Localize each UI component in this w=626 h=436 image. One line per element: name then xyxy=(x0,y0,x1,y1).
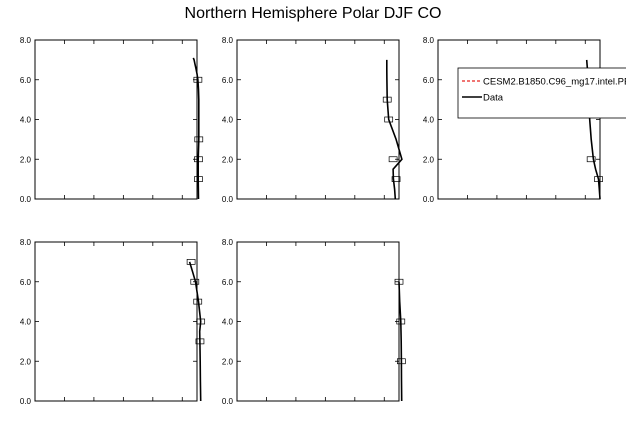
data-range-box xyxy=(384,116,394,123)
y-tick-label: 4.0 xyxy=(423,116,435,125)
y-tick-label: 8.0 xyxy=(222,36,234,45)
y-tick-label: 6.0 xyxy=(20,278,32,287)
y-tick-label: 0.0 xyxy=(423,195,435,204)
y-tick-label: 2.0 xyxy=(222,155,234,164)
y-tick-label: 0.0 xyxy=(20,397,32,406)
y-tick-label: 6.0 xyxy=(222,76,234,85)
y-tick-label: 2.0 xyxy=(20,155,32,164)
data-range-box xyxy=(186,259,196,265)
plot-frame xyxy=(34,39,198,200)
data-range-box xyxy=(394,278,404,285)
data-range-box xyxy=(194,136,204,143)
y-tick-label: 6.0 xyxy=(423,76,435,85)
y-tick-label: 2.0 xyxy=(423,155,435,164)
data-range-box xyxy=(396,318,406,325)
data-range-box xyxy=(382,96,392,103)
y-tick-label: 0.0 xyxy=(222,397,234,406)
data-range-box xyxy=(194,176,203,182)
data-profile-line xyxy=(188,261,202,402)
plot-frame xyxy=(236,241,400,402)
panels: 0.0 2.0 4.0 6.0 8.0 0.0 2.0 4.0 6.0 8.0 0.0 2.0 4.0 6… xyxy=(20,36,603,406)
y-tick-label: 0.0 xyxy=(20,195,32,204)
y-tick-label: 2.0 xyxy=(20,357,32,366)
y-tick-label: 8.0 xyxy=(423,36,435,45)
y-tick-label: 8.0 xyxy=(222,238,234,247)
plot-frame xyxy=(236,39,400,200)
data-range-box xyxy=(194,156,203,163)
data-range-box xyxy=(586,156,596,163)
plot-frame xyxy=(34,241,198,402)
y-tick-label: 4.0 xyxy=(222,116,234,125)
data-profile-line xyxy=(398,281,403,402)
y-tick-label: 8.0 xyxy=(20,238,32,247)
y-tick-label: 6.0 xyxy=(222,278,234,287)
y-tick-label: 4.0 xyxy=(20,116,32,125)
legend-frame xyxy=(457,67,626,119)
y-tick-label: 8.0 xyxy=(20,36,32,45)
panel-3: 0.0 2.0 4.0 6.0 8.0 xyxy=(423,36,603,204)
legend-model-label: CESM2.B1850.C96_mg17.intel.PE xyxy=(483,77,626,88)
legend-data-label: Data xyxy=(483,93,504,104)
data-range-box xyxy=(195,338,205,345)
data-range-box xyxy=(594,176,603,182)
data-profile-line xyxy=(192,57,200,200)
y-tick-label: 4.0 xyxy=(222,318,234,327)
data-range-box xyxy=(190,278,200,285)
data-range-box xyxy=(193,298,203,305)
figure-title: Northern Hemisphere Polar DJF CO xyxy=(185,5,442,22)
legend: CESM2.B1850.C96_mg17.intel.PE Data xyxy=(457,67,626,119)
panel-5: 0.0 2.0 4.0 6.0 8.0 xyxy=(222,238,406,406)
data-range-box xyxy=(397,358,406,365)
data-range-box xyxy=(391,176,401,182)
data-range-box xyxy=(193,76,203,83)
plot-frame xyxy=(437,39,601,200)
y-tick-label: 0.0 xyxy=(222,195,234,204)
data-range-box xyxy=(388,156,398,163)
data-range-box xyxy=(196,318,206,325)
panel-4: 0.0 2.0 4.0 6.0 8.0 xyxy=(20,238,206,406)
y-tick-label: 6.0 xyxy=(20,76,32,85)
y-tick-label: 2.0 xyxy=(222,357,234,366)
data-profile-line xyxy=(385,59,403,200)
panel-2: 0.0 2.0 4.0 6.0 8.0 xyxy=(222,36,403,204)
panel-1: 0.0 2.0 4.0 6.0 8.0 xyxy=(20,36,204,204)
y-tick-label: 4.0 xyxy=(20,318,32,327)
